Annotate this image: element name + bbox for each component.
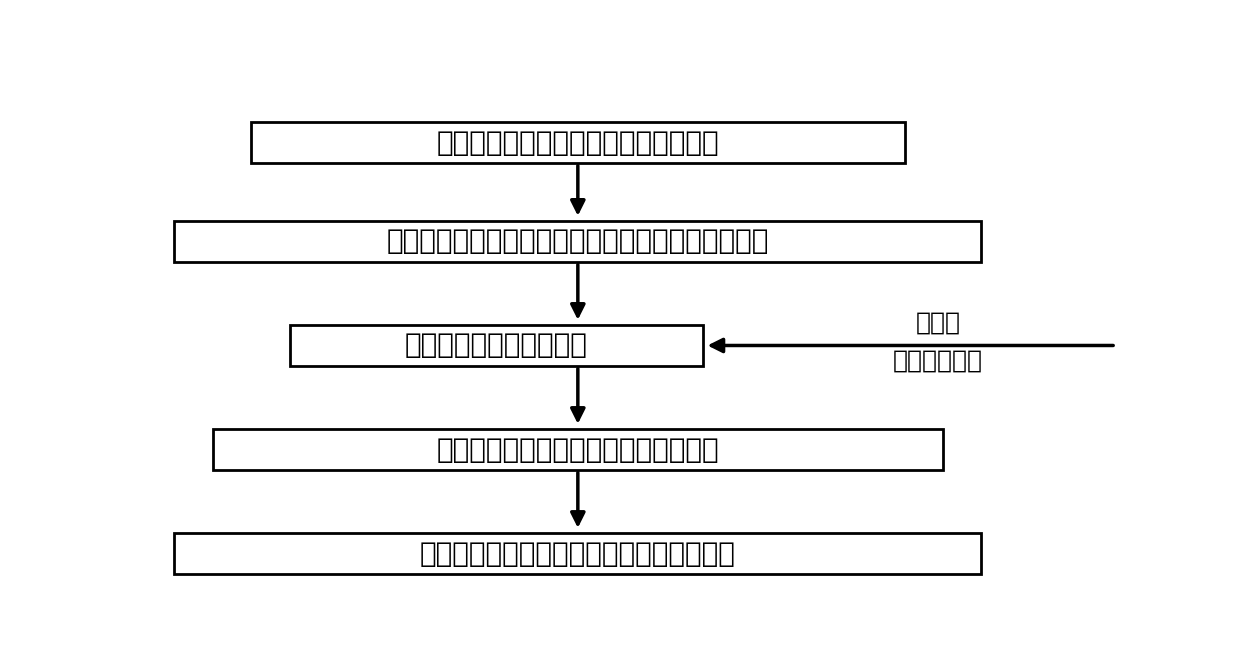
Bar	[174, 221, 982, 262]
Text: 冷却液: 冷却液	[915, 310, 961, 335]
Text: 向输送装置内通入清空气体和入冷却液: 向输送装置内通入清空气体和入冷却液	[436, 129, 719, 156]
Bar	[290, 325, 703, 366]
Text: 根据颜色变化，实现冷却液的温度调控: 根据颜色变化，实现冷却液的温度调控	[436, 436, 719, 463]
Text: 可燃气体的内外双重降热: 可燃气体的内外双重降热	[404, 331, 588, 359]
Text: 内降热分叉杆: 内降热分叉杆	[893, 349, 983, 373]
Bar	[250, 122, 905, 163]
Bar	[174, 533, 982, 574]
Bar	[213, 429, 942, 470]
Text: 呈现低温状态并在输送装置内进行持续输送: 呈现低温状态并在输送装置内进行持续输送	[420, 540, 735, 567]
Text: 将可燃气体通入到输送装置，同时继续通入清空气体: 将可燃气体通入到输送装置，同时继续通入清空气体	[387, 227, 769, 256]
